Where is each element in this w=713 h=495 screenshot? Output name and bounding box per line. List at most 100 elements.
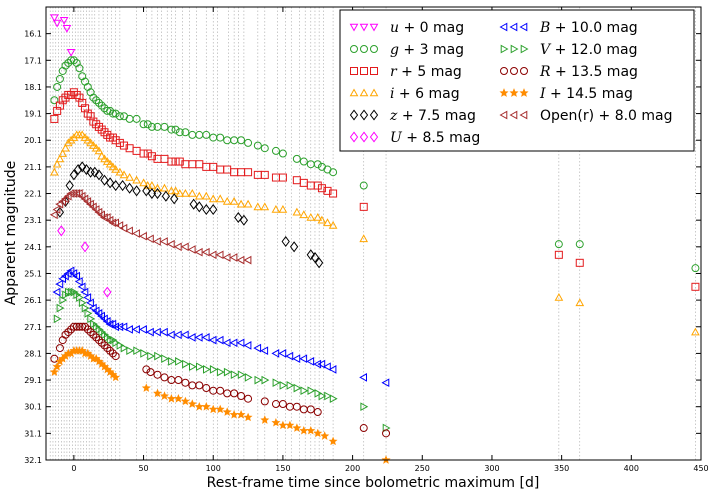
data-point bbox=[50, 96, 59, 105]
data-point bbox=[328, 436, 338, 446]
data-point bbox=[229, 409, 239, 419]
data-point bbox=[125, 182, 134, 194]
data-point bbox=[300, 386, 309, 396]
data-point bbox=[272, 378, 281, 388]
data-point bbox=[369, 88, 379, 97]
data-point bbox=[313, 160, 322, 169]
data-point bbox=[236, 409, 246, 419]
data-point bbox=[520, 44, 529, 54]
data-point bbox=[89, 117, 98, 126]
data-point bbox=[112, 338, 121, 348]
data-point bbox=[100, 341, 109, 350]
y-tick-label: 28.1 bbox=[24, 349, 42, 358]
data-point bbox=[202, 384, 211, 393]
y-tick-label: 30.1 bbox=[24, 403, 42, 412]
data-point bbox=[105, 159, 115, 168]
y-tick-label: 17.1 bbox=[24, 56, 42, 65]
data-point bbox=[175, 188, 185, 197]
data-point bbox=[520, 67, 528, 75]
data-point bbox=[281, 235, 290, 248]
data-series bbox=[49, 14, 700, 464]
data-point bbox=[229, 196, 239, 205]
data-point bbox=[313, 212, 323, 221]
data-point bbox=[105, 215, 114, 225]
data-point bbox=[67, 90, 76, 99]
data-point bbox=[349, 23, 359, 32]
data-point bbox=[278, 400, 287, 409]
data-point bbox=[215, 194, 225, 203]
data-point bbox=[92, 333, 101, 342]
legend: u + 0 mag g + 3 mag r + 5 mag i + 6 mag z + … bbox=[339, 9, 695, 152]
data-point bbox=[55, 154, 65, 163]
data-point bbox=[58, 149, 68, 157]
data-point bbox=[292, 207, 302, 216]
legend-item: g + 3 mag bbox=[350, 42, 464, 58]
data-point bbox=[61, 143, 70, 152]
series bbox=[49, 345, 391, 464]
y-axis-label: Apparent magnitude bbox=[3, 161, 19, 306]
data-point bbox=[306, 249, 315, 261]
legend-item: V + 12.0 mag bbox=[500, 42, 637, 58]
x-tick-label: 350 bbox=[554, 464, 569, 473]
data-point bbox=[86, 298, 94, 308]
data-point bbox=[201, 333, 210, 342]
data-point bbox=[271, 417, 281, 427]
data-point bbox=[139, 231, 147, 241]
data-point bbox=[359, 131, 369, 143]
data-point bbox=[575, 240, 584, 249]
data-point bbox=[203, 365, 211, 374]
series bbox=[50, 14, 76, 57]
data-point bbox=[216, 367, 225, 377]
data-point bbox=[285, 420, 295, 430]
data-point bbox=[153, 388, 162, 398]
x-tick-label: 200 bbox=[345, 464, 360, 473]
data-point bbox=[195, 201, 204, 213]
data-point bbox=[115, 112, 124, 121]
data-point bbox=[499, 88, 509, 97]
data-point bbox=[322, 362, 331, 372]
data-point bbox=[317, 184, 326, 193]
data-point bbox=[94, 207, 103, 217]
data-point bbox=[143, 120, 152, 129]
data-point bbox=[146, 368, 155, 377]
data-point bbox=[299, 157, 308, 166]
data-point bbox=[260, 144, 269, 153]
data-point bbox=[108, 218, 117, 228]
data-point bbox=[89, 93, 98, 102]
data-point bbox=[75, 64, 84, 73]
data-point bbox=[278, 149, 287, 158]
data-point bbox=[103, 344, 112, 353]
data-point bbox=[359, 23, 369, 32]
data-point bbox=[69, 269, 78, 278]
data-point bbox=[132, 185, 141, 197]
data-point bbox=[509, 110, 518, 120]
data-point bbox=[143, 149, 152, 158]
data-point bbox=[554, 292, 564, 301]
data-point bbox=[313, 181, 322, 190]
data-point bbox=[510, 44, 519, 54]
data-point bbox=[111, 322, 119, 332]
data-point bbox=[125, 172, 134, 181]
data-point bbox=[108, 319, 117, 329]
data-point bbox=[278, 349, 287, 358]
data-point bbox=[105, 319, 114, 329]
data-point bbox=[208, 404, 218, 414]
data-point bbox=[78, 161, 87, 173]
data-point bbox=[349, 109, 359, 121]
legend-item: Open(r) + 8.0 mag bbox=[499, 108, 673, 124]
data-point bbox=[161, 190, 171, 202]
legend-item: U + 8.5 mag bbox=[349, 130, 480, 146]
data-point bbox=[499, 22, 508, 32]
data-point bbox=[260, 170, 269, 179]
data-point bbox=[171, 157, 180, 166]
data-point bbox=[60, 194, 69, 204]
data-point bbox=[94, 146, 104, 155]
data-point bbox=[306, 425, 316, 435]
data-point bbox=[313, 359, 322, 369]
data-point bbox=[278, 420, 288, 430]
data-point bbox=[285, 351, 294, 361]
data-point bbox=[86, 112, 95, 121]
y-tick-label: 22.1 bbox=[24, 190, 42, 199]
data-point bbox=[83, 293, 92, 302]
